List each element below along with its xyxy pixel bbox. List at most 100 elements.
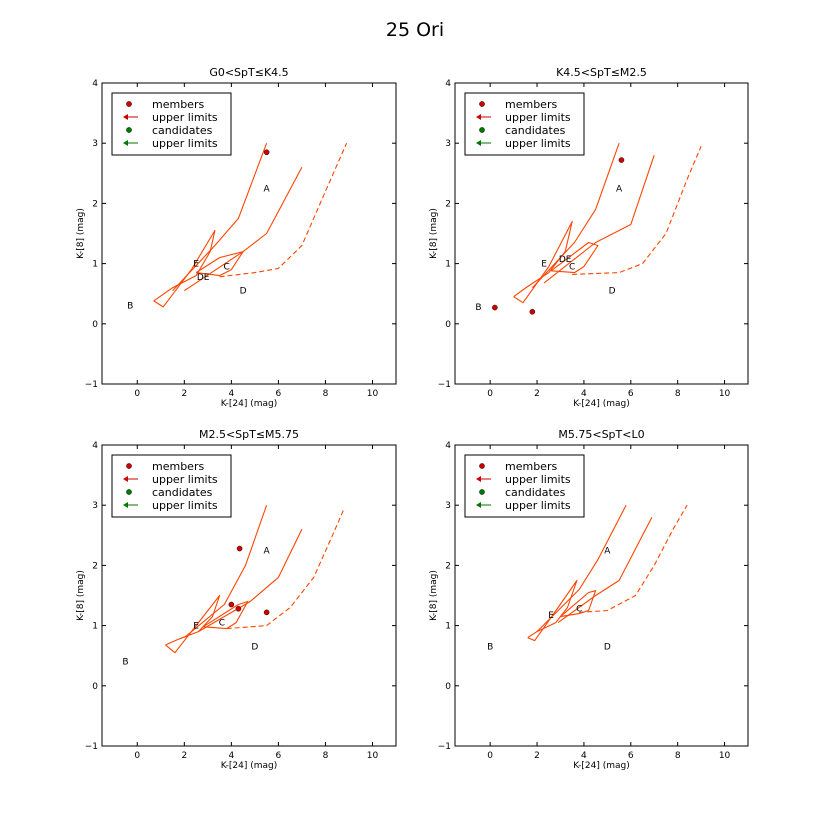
x-tick-label: 0 bbox=[487, 389, 493, 399]
legend-marker-dot bbox=[479, 489, 485, 495]
region-label: B bbox=[475, 303, 481, 313]
legend-box bbox=[464, 454, 585, 518]
y-tick-label: 0 bbox=[92, 320, 98, 330]
x-tick-label: 8 bbox=[675, 389, 681, 399]
panel-title: M2.5<SpT≤M5.75 bbox=[199, 428, 299, 441]
y-tick-label: 0 bbox=[92, 682, 98, 692]
legend-marker-dot bbox=[479, 463, 485, 469]
legend-marker-arrow-head bbox=[476, 502, 481, 508]
y-tick-label: 2 bbox=[445, 199, 451, 209]
y-tick-label: 3 bbox=[92, 139, 98, 149]
panel-title: K4.5<SpT≤M2.5 bbox=[556, 66, 647, 79]
region-label: D bbox=[604, 643, 611, 653]
legend-marker-arrow-head bbox=[476, 476, 481, 482]
region-label: A bbox=[604, 546, 611, 556]
y-tick-label: 2 bbox=[92, 561, 98, 571]
legend-label: upper limits bbox=[505, 137, 571, 150]
x-tick-label: 0 bbox=[134, 389, 140, 399]
model-line bbox=[195, 251, 244, 277]
member-point bbox=[235, 605, 242, 612]
legend-label: members bbox=[505, 460, 557, 473]
y-tick-label: 3 bbox=[445, 139, 451, 149]
region-label: D bbox=[240, 287, 247, 297]
y-tick-label: 4 bbox=[445, 441, 451, 451]
region-label: A bbox=[616, 184, 623, 194]
y-tick-label: 2 bbox=[445, 561, 451, 571]
y-tick-label: 1 bbox=[92, 622, 98, 632]
x-tick-label: 10 bbox=[367, 751, 379, 761]
model-line-dashed bbox=[219, 142, 348, 278]
legend-label: candidates bbox=[152, 124, 213, 137]
legend-label: upper limits bbox=[505, 499, 571, 512]
x-axis-label: K-[24] (mag) bbox=[221, 761, 278, 771]
model-line-dashed bbox=[226, 507, 345, 630]
model-lines bbox=[165, 505, 345, 654]
y-tick-label: 1 bbox=[92, 260, 98, 270]
legend-label: members bbox=[152, 98, 204, 111]
member-point bbox=[228, 601, 235, 608]
x-tick-label: 6 bbox=[628, 751, 634, 761]
y-tick-label: −1 bbox=[85, 380, 98, 390]
legend-label: upper limits bbox=[152, 499, 218, 512]
x-tick-label: 4 bbox=[228, 389, 234, 399]
x-tick-label: 4 bbox=[581, 751, 587, 761]
member-point bbox=[236, 545, 243, 552]
x-tick-label: 4 bbox=[228, 751, 234, 761]
region-label: C bbox=[576, 605, 582, 615]
legend-marker-dot bbox=[479, 101, 485, 107]
x-axis-label: K-[24] (mag) bbox=[573, 761, 630, 771]
legend-marker-arrow-head bbox=[123, 502, 128, 508]
x-axis-label: K-[24] (mag) bbox=[573, 399, 630, 409]
y-tick-label: 4 bbox=[445, 79, 451, 89]
legend-marker-arrow-head bbox=[123, 114, 128, 120]
model-lines bbox=[527, 504, 688, 642]
x-tick-label: 10 bbox=[719, 751, 731, 761]
region-label: E bbox=[193, 260, 199, 270]
y-axis-label: K-[8] (mag) bbox=[76, 208, 86, 259]
region-label: B bbox=[127, 302, 133, 312]
region-label: DE bbox=[559, 255, 572, 265]
x-tick-label: 0 bbox=[134, 751, 140, 761]
y-tick-label: 3 bbox=[445, 501, 451, 511]
model-line bbox=[527, 579, 578, 642]
x-tick-label: 2 bbox=[534, 751, 540, 761]
x-tick-label: 2 bbox=[181, 389, 187, 399]
axes-frame bbox=[454, 82, 749, 385]
legend-marker-arrow-head bbox=[123, 476, 128, 482]
y-tick-label: −1 bbox=[85, 742, 98, 752]
x-tick-label: 10 bbox=[367, 389, 379, 399]
member-point bbox=[263, 149, 270, 156]
model-line bbox=[557, 516, 653, 624]
legend-label: members bbox=[152, 460, 204, 473]
legend-marker-arrow-head bbox=[123, 140, 128, 146]
model-line bbox=[172, 143, 268, 292]
x-tick-label: 2 bbox=[534, 389, 540, 399]
y-tick-label: 1 bbox=[445, 622, 451, 632]
legend-label: candidates bbox=[152, 486, 213, 499]
chart-panel-3: 0 2 4 6 8 10 −1 0 1 2 3 4 M2.5<SpT≤M5.75 K-[24] (mag)… bbox=[76, 428, 397, 771]
legend-marker-dot bbox=[126, 463, 132, 469]
model-line bbox=[202, 600, 249, 630]
x-tick-label: 2 bbox=[181, 751, 187, 761]
legend-marker-arrow-head bbox=[476, 140, 481, 146]
legend-label: upper limits bbox=[505, 473, 571, 486]
legend-label: upper limits bbox=[152, 111, 218, 124]
y-axis-label: K-[8] (mag) bbox=[429, 208, 439, 259]
x-tick-label: 10 bbox=[719, 389, 731, 399]
y-tick-label: 0 bbox=[445, 320, 451, 330]
legend-label: upper limits bbox=[152, 473, 218, 486]
x-tick-label: 6 bbox=[628, 389, 634, 399]
model-lines bbox=[513, 143, 702, 304]
x-tick-label: 8 bbox=[323, 751, 329, 761]
model-line bbox=[531, 143, 620, 289]
legend-label: upper limits bbox=[152, 137, 218, 150]
member-point bbox=[492, 304, 498, 311]
axes-frame bbox=[101, 444, 397, 747]
legend-label: candidates bbox=[505, 486, 566, 499]
model-line bbox=[560, 590, 597, 618]
y-tick-label: 4 bbox=[92, 79, 98, 89]
legend-box bbox=[464, 92, 585, 156]
model-line bbox=[165, 594, 221, 654]
